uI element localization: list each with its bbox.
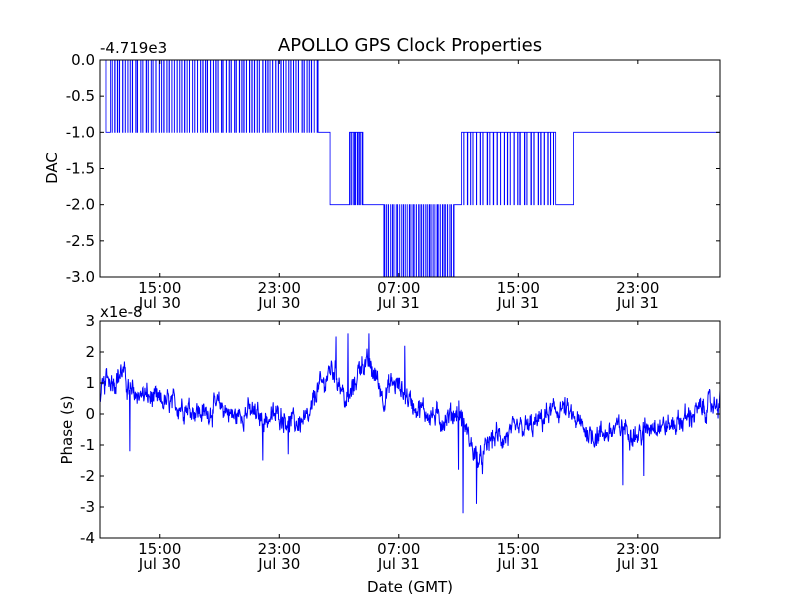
xtick-time-label: 07:00: [377, 540, 420, 558]
xtick-time-label: 15:00: [497, 279, 540, 297]
xtick-date-label: Jul 31: [616, 294, 659, 312]
dac-offset-label: -4.719e3: [100, 39, 167, 57]
xtick-date-label: Jul 30: [138, 555, 181, 573]
xtick-date-label: Jul 30: [257, 555, 300, 573]
ytick-label: -0.5: [66, 87, 95, 105]
ytick-label: -3: [80, 498, 95, 516]
xtick-time-label: 15:00: [138, 279, 181, 297]
ytick-label: 1: [85, 374, 95, 392]
ytick-label: 2: [85, 343, 95, 361]
phase-offset-label: x1e-8: [100, 303, 143, 321]
ytick-label: 0.0: [71, 51, 95, 69]
xtick-date-label: Jul 30: [257, 294, 300, 312]
dac-ylabel: DAC: [43, 152, 61, 184]
xtick-date-label: Jul 31: [496, 555, 539, 573]
xtick-date-label: Jul 31: [496, 294, 539, 312]
xtick-time-label: 15:00: [497, 540, 540, 558]
xtick-date-label: Jul 30: [138, 294, 181, 312]
ytick-label: -2: [80, 467, 95, 485]
ytick-label: -2.0: [66, 196, 95, 214]
ytick-label: 0: [85, 405, 95, 423]
chart-title: APOLLO GPS Clock Properties: [278, 35, 542, 56]
xtick-time-label: 07:00: [377, 279, 420, 297]
xtick-time-label: 15:00: [138, 540, 181, 558]
ytick-label: -3.0: [66, 268, 95, 286]
xtick-time-label: 23:00: [258, 279, 301, 297]
ytick-label: -1: [80, 436, 95, 454]
xtick-time-label: 23:00: [616, 279, 659, 297]
ytick-label: -2.5: [66, 232, 95, 250]
ytick-label: 3: [85, 312, 95, 330]
ytick-label: -1.5: [66, 160, 95, 178]
ytick-label: -1.0: [66, 123, 95, 141]
dac-series-line: [100, 60, 720, 277]
xtick-time-label: 23:00: [258, 540, 301, 558]
xtick-time-label: 23:00: [616, 540, 659, 558]
xtick-date-label: Jul 31: [377, 294, 420, 312]
phase-series-line: [100, 333, 720, 514]
xtick-date-label: Jul 31: [377, 555, 420, 573]
phase-xlabel: Date (GMT): [367, 578, 453, 596]
phase-plot-frame: [99, 320, 721, 539]
xtick-date-label: Jul 31: [616, 555, 659, 573]
ytick-label: -4: [80, 529, 95, 547]
phase-ylabel: Phase (s): [58, 395, 76, 464]
